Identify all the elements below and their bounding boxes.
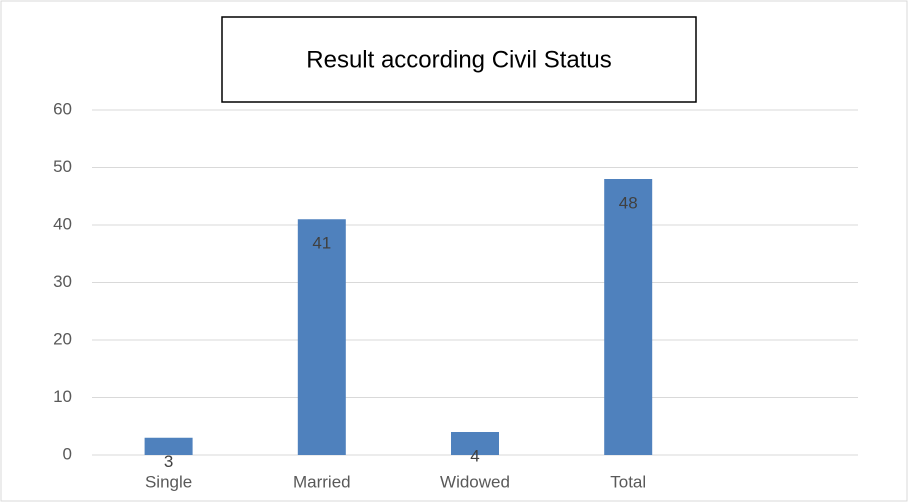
y-tick-label: 40	[53, 214, 72, 233]
chart-title: Result according Civil Status	[306, 46, 611, 73]
bar	[451, 432, 499, 455]
data-label: 41	[312, 234, 331, 253]
data-label: 3	[164, 452, 173, 471]
x-tick-label: Single	[145, 472, 192, 491]
x-tick-label: Married	[293, 472, 351, 491]
y-tick-label: 60	[53, 99, 72, 118]
data-label: 4	[470, 446, 479, 465]
bar	[297, 219, 346, 455]
bar	[144, 437, 193, 455]
y-tick-label: 10	[53, 387, 72, 406]
data-label: 48	[619, 193, 638, 212]
title-box	[221, 16, 697, 103]
y-tick-label: 50	[53, 157, 72, 176]
bar	[604, 179, 653, 455]
y-tick-label: 0	[63, 444, 72, 463]
x-tick-label: Total	[610, 472, 646, 491]
y-tick-label: 30	[53, 272, 72, 291]
y-tick-label: 20	[53, 329, 72, 348]
x-tick-label: Widowed	[440, 472, 510, 491]
